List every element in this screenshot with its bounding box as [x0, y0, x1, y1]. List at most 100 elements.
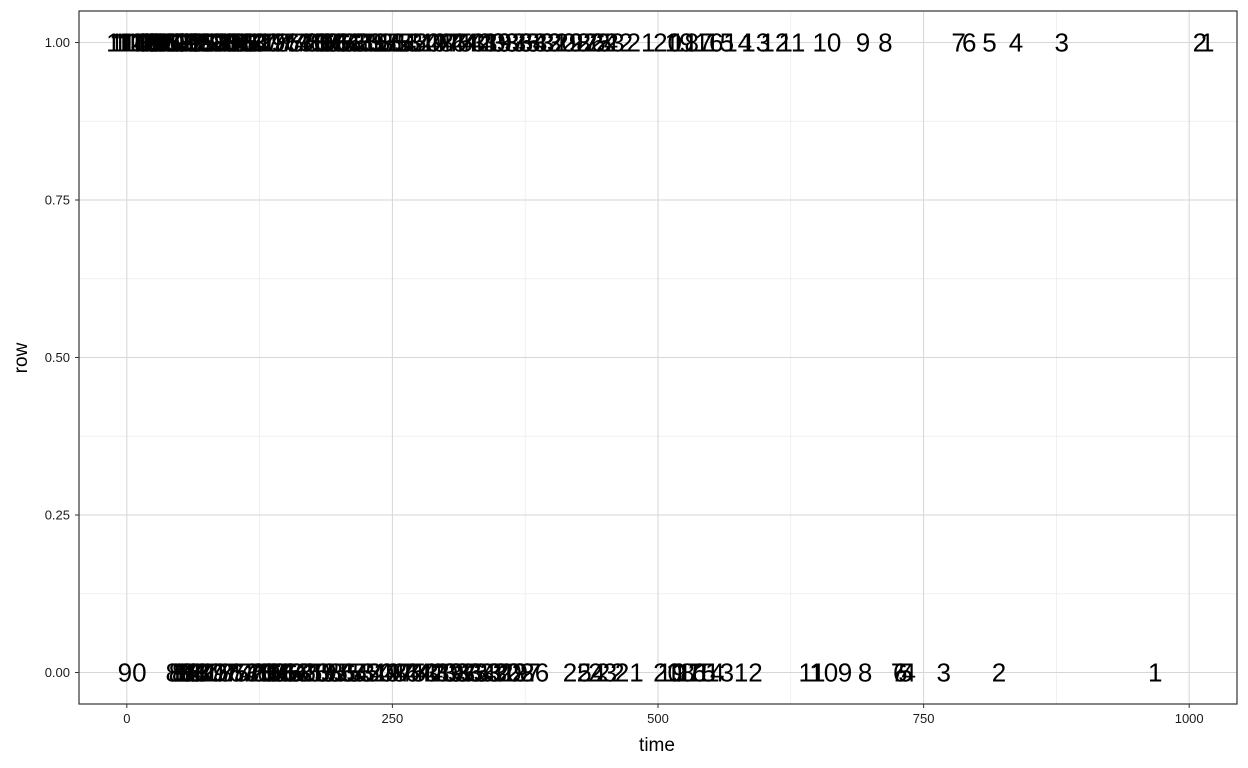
point-label: 76 — [214, 658, 243, 688]
point-label: 68 — [257, 658, 286, 688]
point-label: 50 — [412, 28, 441, 58]
point-label: 63 — [283, 658, 312, 688]
point-label: 66 — [267, 658, 296, 688]
point-label: 1 — [1200, 28, 1214, 58]
point-label: 69 — [305, 28, 334, 58]
x-tick-label: 1000 — [1175, 711, 1204, 726]
point-label: 34 — [518, 28, 547, 58]
point-label: 37 — [448, 658, 477, 688]
grid-lines — [79, 11, 1237, 704]
x-tick-label: 500 — [647, 711, 669, 726]
point-label: 21 — [627, 28, 656, 58]
point-label: 3 — [1054, 28, 1068, 58]
point-label: 10 — [812, 28, 841, 58]
point-label: 86 — [172, 658, 201, 688]
point-label: 15 — [705, 28, 734, 58]
point-label: 29 — [554, 28, 583, 58]
point-label: 81 — [190, 658, 219, 688]
point-label: 30 — [547, 28, 576, 58]
point-label: 80 — [252, 28, 281, 58]
point-label: 17 — [684, 28, 713, 58]
point-label: 14 — [723, 28, 752, 58]
x-tick-label: 750 — [913, 711, 935, 726]
point-label: 12 — [734, 658, 763, 688]
point-label: 3 — [937, 658, 951, 688]
point-label: 61 — [295, 658, 324, 688]
point-label: 111 — [117, 28, 157, 58]
point-label: 105 — [138, 28, 181, 58]
point-label: 66 — [321, 28, 350, 58]
point-label: 73 — [230, 658, 259, 688]
point-label: 82 — [243, 28, 272, 58]
point-label: 48 — [425, 28, 454, 58]
point-label: 55 — [333, 658, 362, 688]
point-label: 98 — [175, 28, 204, 58]
point-label: 5 — [982, 28, 996, 58]
point-label: 26 — [520, 658, 549, 688]
point-label: 106 — [134, 28, 177, 58]
y-tick-label: 0.50 — [45, 350, 70, 365]
point-label: 11 — [799, 658, 826, 688]
y-tick-label: 0.25 — [45, 508, 70, 523]
point-label: 77 — [265, 28, 294, 58]
point-label: 60 — [354, 28, 383, 58]
point-label: 78 — [261, 28, 290, 58]
point-label: 64 — [331, 28, 360, 58]
point-label: 36 — [454, 658, 483, 688]
point-label: 44 — [450, 28, 479, 58]
point-label: 95 — [188, 28, 217, 58]
point-label: 72 — [290, 28, 319, 58]
point-label: 62 — [342, 28, 371, 58]
point-label: 19 — [657, 658, 686, 688]
point-label: 100 — [159, 28, 202, 58]
point-label: 97 — [179, 28, 208, 58]
point-label: 52 — [399, 28, 428, 58]
point-label: 77 — [209, 658, 238, 688]
point-label: 17 — [672, 658, 701, 688]
point-label: 67 — [315, 28, 344, 58]
point-label: 28 — [562, 28, 591, 58]
point-label: 42 — [416, 658, 445, 688]
point-label: 58 — [364, 28, 393, 58]
point-label: 39 — [483, 28, 512, 58]
point-label: 112 — [112, 28, 153, 58]
point-label: 31 — [539, 28, 568, 58]
point-label: 54 — [340, 658, 369, 688]
y-axis-title: row — [11, 342, 32, 373]
point-label: 24 — [577, 658, 606, 688]
point-label: 13 — [741, 28, 770, 58]
point-label: 74 — [280, 28, 309, 58]
point-label: 108 — [125, 28, 168, 58]
point-label: 18 — [670, 28, 699, 58]
point-label: 15 — [687, 658, 716, 688]
point-label: 99 — [171, 28, 200, 58]
point-label: 68 — [310, 28, 339, 58]
point-label: 44 — [403, 658, 432, 688]
point-label: 7 — [951, 28, 965, 58]
point-label: 64 — [278, 658, 307, 688]
point-label: 88 — [165, 658, 194, 688]
point-label: 56 — [327, 658, 356, 688]
point-label: 90 — [118, 658, 147, 688]
point-label: 43 — [457, 28, 486, 58]
point-label: 72 — [236, 658, 265, 688]
point-label: 35 — [512, 28, 541, 58]
point-label: 19 — [665, 28, 694, 58]
y-tick-label: 0.00 — [45, 665, 70, 680]
y-axis: 0.00 0.25 0.50 0.75 1.00 — [45, 35, 79, 680]
point-label: 46 — [391, 658, 420, 688]
point-label: 32 — [533, 28, 562, 58]
point-label: 41 — [423, 658, 452, 688]
point-label: 78 — [204, 658, 233, 688]
point-label: 24 — [589, 28, 618, 58]
x-tick-label: 0 — [123, 711, 130, 726]
point-label: 16 — [678, 658, 707, 688]
point-label: 94 — [192, 28, 221, 58]
point-label: 18 — [666, 658, 695, 688]
point-label: 27 — [512, 658, 541, 688]
point-labels: 2134567891011121314151617181920212223242… — [106, 28, 1214, 688]
point-label: 51 — [359, 658, 388, 688]
point-label: 65 — [326, 28, 355, 58]
point-label: 25 — [583, 28, 612, 58]
